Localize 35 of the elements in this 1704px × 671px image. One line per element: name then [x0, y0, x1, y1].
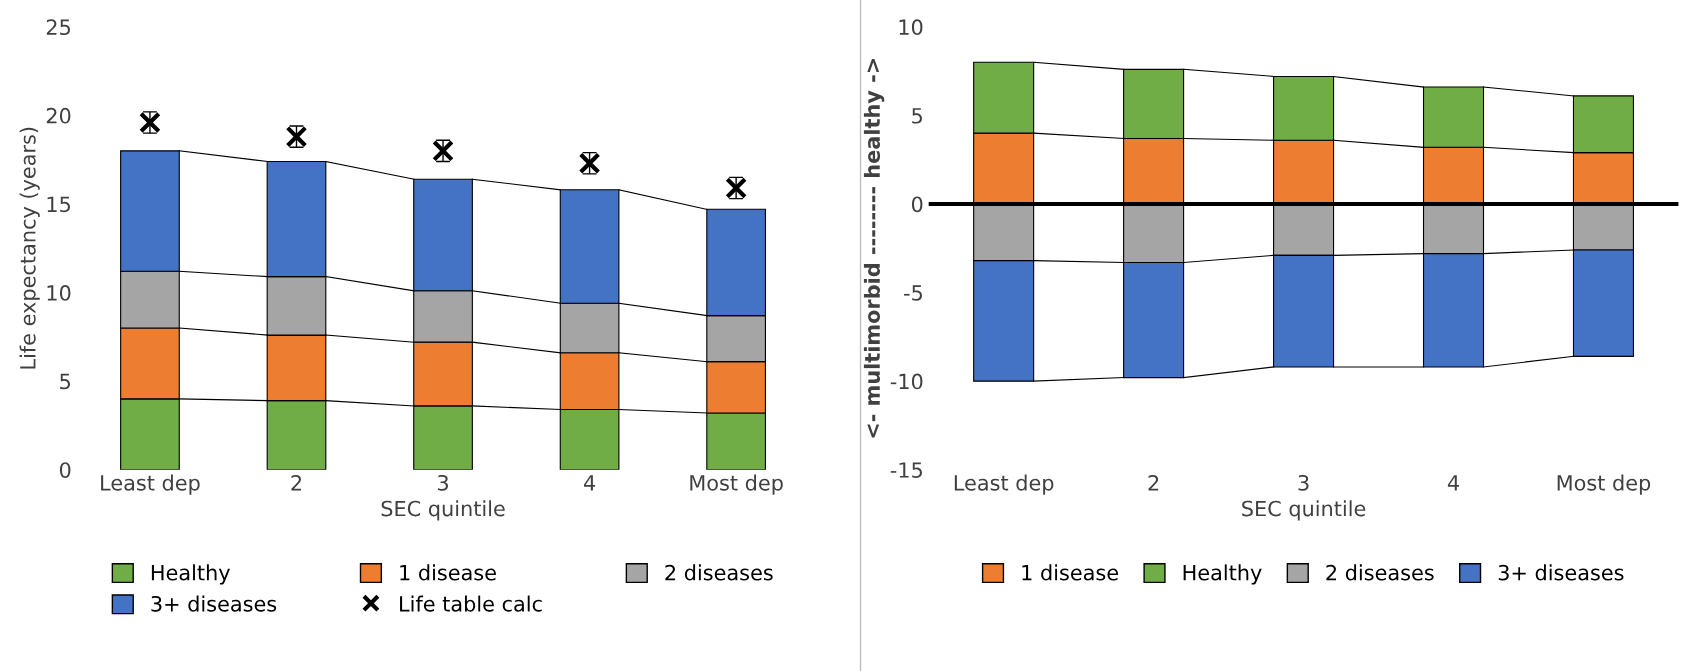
y-axis-title: Life expectancy (years)	[19, 127, 40, 369]
y-tick-label: -15	[890, 462, 922, 478]
x-tick-label: 4	[583, 475, 596, 491]
y-axis-title: <- multimorbid -------- healthy ->	[863, 58, 885, 438]
y-tick-label: 5	[912, 108, 922, 124]
y-tick-label: 15	[47, 196, 70, 213]
y-tick-label: 0	[911, 196, 923, 213]
legend-label: 2 diseases	[665, 564, 773, 581]
legend-label: Healthy	[151, 564, 230, 585]
x-tick-label: 3	[438, 474, 448, 491]
x-tick-label: Most dep	[1557, 474, 1651, 495]
y-tick-label: 20	[46, 107, 71, 124]
y-tick-label: -5	[904, 285, 922, 301]
x-tick-label: 3	[1298, 474, 1309, 491]
x-tick-label: 2	[291, 474, 302, 491]
x-axis-title: SEC quintile	[1242, 500, 1366, 521]
y-tick-label: -10	[890, 373, 923, 390]
y-tick-label: 5	[60, 373, 70, 390]
y-tick-label: 10	[47, 285, 71, 301]
x-axis-title: SEC quintile	[381, 500, 505, 521]
x-tick-label: Least dep	[954, 474, 1054, 495]
legend-label: 1 disease	[1022, 564, 1118, 581]
legend-label: 2 diseases	[1326, 564, 1434, 581]
x-tick-label: Most dep	[690, 474, 783, 495]
y-tick-label: 10	[899, 19, 923, 36]
legend-label: 3+ diseases	[151, 595, 277, 612]
legend-label: Life table calc	[400, 595, 542, 612]
legend-label: Healthy	[1183, 564, 1262, 585]
y-tick-label: 0	[59, 462, 71, 478]
legend-label: 1 disease	[400, 564, 496, 581]
x-tick-label: Least dep	[101, 474, 200, 495]
x-tick-label: 2	[1148, 474, 1159, 491]
legend-label: 3+ diseases	[1498, 564, 1624, 581]
y-tick-label: 25	[46, 19, 70, 36]
x-tick-label: 4	[1447, 475, 1459, 491]
